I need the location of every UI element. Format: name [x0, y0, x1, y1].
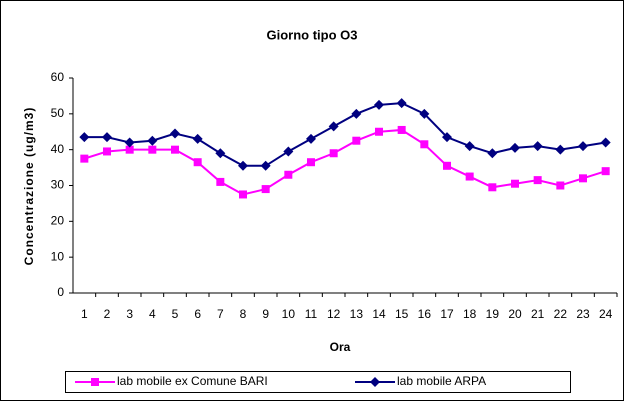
y-tick-label: 20 — [51, 214, 65, 228]
marker — [600, 137, 611, 148]
marker — [329, 149, 338, 158]
marker — [284, 170, 293, 179]
marker — [370, 377, 380, 387]
marker — [125, 145, 134, 154]
chart-title: Giorno tipo O3 — [267, 27, 358, 42]
y-tick-label: 0 — [57, 285, 64, 299]
x-tick-label: 20 — [508, 307, 522, 321]
x-tick-label: 8 — [240, 307, 247, 321]
marker — [260, 160, 271, 171]
marker — [443, 161, 451, 170]
marker — [532, 141, 543, 152]
y-axis-label: Concentrazione (ug/m3) — [22, 107, 36, 266]
x-tick-label: 17 — [440, 307, 454, 321]
marker — [147, 135, 158, 146]
marker — [533, 176, 542, 185]
x-tick-label: 22 — [554, 307, 568, 321]
marker — [170, 128, 180, 139]
marker — [556, 181, 565, 190]
marker — [80, 154, 89, 163]
x-tick-label: 6 — [194, 307, 201, 321]
marker — [148, 145, 157, 154]
marker — [464, 141, 475, 152]
marker — [79, 132, 90, 143]
marker — [419, 108, 430, 119]
marker — [420, 140, 429, 149]
legend-label: lab mobile ex Comune BARI — [117, 374, 268, 388]
x-tick-label: 11 — [305, 307, 318, 321]
y-tick-label: 60 — [51, 70, 65, 84]
marker — [171, 145, 179, 154]
marker — [102, 132, 112, 143]
marker — [91, 378, 99, 386]
x-tick-label: 23 — [576, 307, 590, 321]
x-tick-label: 3 — [126, 307, 133, 321]
marker — [510, 142, 520, 153]
marker — [487, 148, 498, 159]
x-tick-label: 14 — [372, 307, 386, 321]
marker — [103, 147, 111, 156]
x-tick-label: 5 — [172, 307, 179, 321]
marker — [238, 160, 248, 171]
marker — [442, 132, 452, 143]
marker — [283, 146, 294, 157]
marker — [601, 167, 610, 176]
y-tick-label: 40 — [51, 142, 65, 156]
x-tick-label: 12 — [327, 307, 341, 321]
marker — [124, 137, 135, 148]
x-tick-label: 19 — [486, 307, 500, 321]
marker — [511, 179, 519, 188]
x-tick-label: 21 — [531, 307, 545, 321]
marker — [306, 133, 316, 144]
x-tick-label: 16 — [418, 307, 432, 321]
marker — [579, 174, 587, 183]
legend-label: lab mobile ARPA — [397, 374, 486, 388]
x-tick-label: 13 — [350, 307, 364, 321]
marker — [578, 141, 588, 152]
marker — [375, 127, 383, 136]
marker — [192, 133, 203, 144]
legend — [65, 371, 571, 393]
marker — [351, 108, 362, 119]
x-tick-label: 24 — [599, 307, 613, 321]
y-tick-label: 50 — [51, 106, 65, 120]
marker — [216, 177, 225, 186]
x-tick-label: 4 — [149, 307, 156, 321]
marker — [261, 185, 270, 194]
x-axis-label: Ora — [330, 340, 351, 354]
x-tick-label: 1 — [81, 307, 88, 321]
marker — [307, 158, 315, 167]
marker — [555, 144, 566, 155]
y-tick-label: 10 — [51, 249, 65, 263]
x-tick-label: 15 — [395, 307, 409, 321]
marker — [465, 172, 474, 181]
x-tick-label: 9 — [262, 307, 269, 321]
marker — [397, 125, 406, 134]
x-tick-label: 2 — [104, 307, 111, 321]
marker — [215, 148, 226, 159]
x-tick-label: 10 — [282, 307, 296, 321]
marker — [488, 183, 497, 192]
marker — [328, 121, 339, 132]
marker — [374, 99, 384, 110]
y-tick-label: 30 — [51, 178, 65, 192]
x-tick-label: 18 — [463, 307, 477, 321]
marker — [352, 136, 361, 145]
marker — [396, 98, 407, 109]
x-tick-label: 7 — [217, 307, 224, 321]
marker — [239, 190, 247, 199]
marker — [193, 158, 202, 167]
